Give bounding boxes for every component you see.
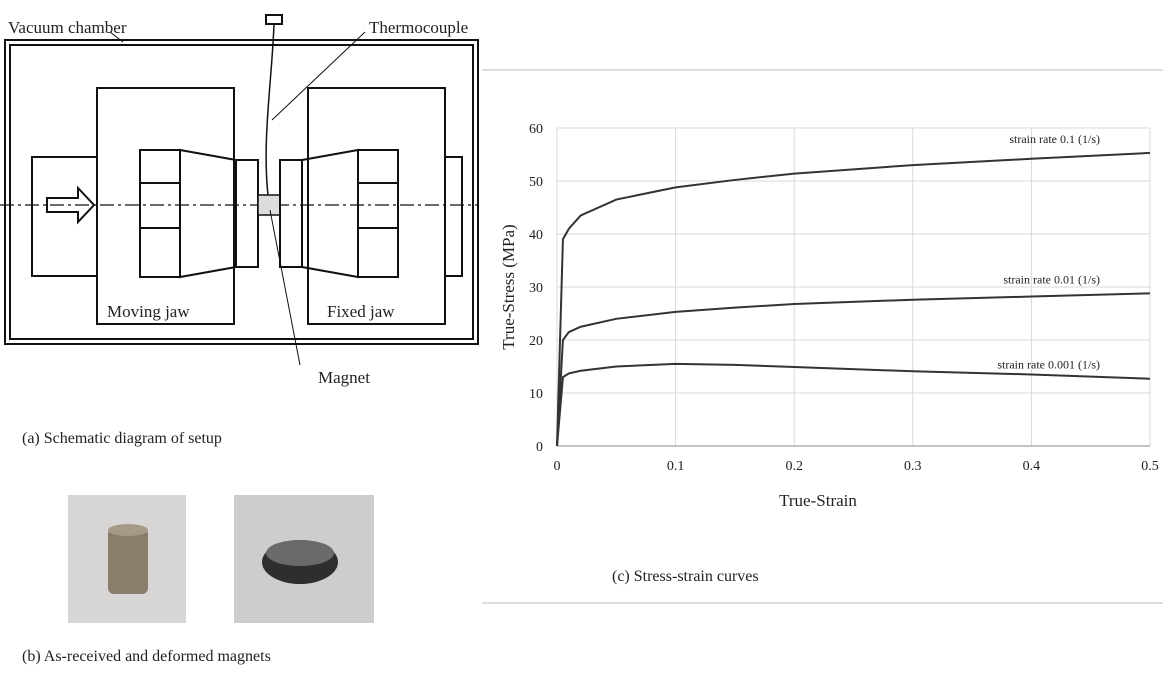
x-axis-title: True-Strain <box>779 491 857 510</box>
label: Fixed jaw <box>327 302 395 321</box>
schematic: Vacuum chamber Thermocouple Moving jaw F… <box>0 14 479 447</box>
chart: True-Strain True-Stress (MPa) (c) Stress… <box>482 69 1163 604</box>
line-series <box>556 151 1151 447</box>
y-tick-label: 20 <box>529 334 543 349</box>
caption: (c) Stress-strain curves <box>612 568 759 585</box>
x-tick-label: 0.4 <box>1023 459 1041 474</box>
caption: (a) Schematic diagram of setup <box>22 430 222 447</box>
line-series <box>556 292 1151 447</box>
y-tick-label: 50 <box>529 175 543 190</box>
x-tick-label: 0.1 <box>667 459 685 474</box>
y-tick-label: 0 <box>536 440 543 455</box>
x-tick-label: 0.2 <box>785 459 803 474</box>
y-tick-label: 30 <box>529 281 543 296</box>
label: Moving jaw <box>107 302 190 321</box>
label: Thermocouple <box>369 18 468 37</box>
y-tick-label: 10 <box>529 387 543 402</box>
x-tick-label: 0 <box>554 459 561 474</box>
x-tick-label: 0.3 <box>904 459 922 474</box>
y-axis-title: True-Stress (MPa) <box>499 224 518 349</box>
label: Magnet <box>318 368 370 387</box>
line-series <box>556 362 1151 447</box>
y-tick-label: 60 <box>529 122 543 137</box>
x-tick-label: 0.5 <box>1141 459 1159 474</box>
series-label: strain rate 0.001 (1/s) <box>997 358 1100 372</box>
series-label: strain rate 0.01 (1/s) <box>1003 272 1100 286</box>
photos: (b) As-received and deformed magnets <box>22 495 374 665</box>
y-tick-label: 40 <box>529 228 543 243</box>
caption: (b) As-received and deformed magnets <box>22 648 271 665</box>
label: Vacuum chamber <box>8 18 127 37</box>
series-label: strain rate 0.1 (1/s) <box>1009 132 1100 146</box>
